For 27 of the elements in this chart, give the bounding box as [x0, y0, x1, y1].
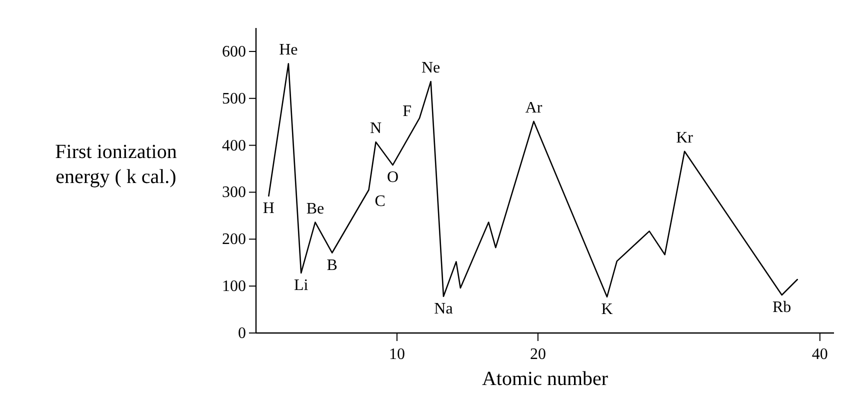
annotation: Kr [676, 129, 694, 146]
annotation: N [370, 120, 382, 138]
annotation: B [326, 256, 338, 274]
annotation: Ar [525, 99, 543, 116]
annotation: Li [294, 276, 309, 294]
x-tick-label: 40 [812, 346, 828, 363]
annotation: Rb [772, 298, 792, 316]
annotation: Ne [421, 59, 440, 76]
annotation: O [386, 169, 399, 186]
y-axis-title: First ionization energy ( k cal.) [55, 141, 177, 188]
y-tick-label: 0 [238, 325, 246, 342]
annotation: H [262, 200, 275, 217]
annotation: K [601, 300, 614, 318]
annotation: C [374, 192, 386, 210]
y-tick-label: 500 [222, 90, 246, 108]
annotation: F [402, 103, 412, 120]
y-tick-label: 200 [222, 231, 246, 248]
x-tick-label: 10 [388, 346, 405, 363]
annotation: He [279, 42, 298, 59]
annotation: Na [434, 300, 453, 318]
x-axis-title: Atomic number [482, 368, 608, 390]
y-tick-label: 300 [222, 184, 246, 202]
y-tick-label: 400 [222, 137, 246, 154]
annotation: Be [306, 200, 324, 218]
y-tick-label: 100 [222, 278, 246, 296]
y-tick-label: 600 [222, 43, 246, 60]
x-tick-label: 20 [530, 346, 546, 363]
